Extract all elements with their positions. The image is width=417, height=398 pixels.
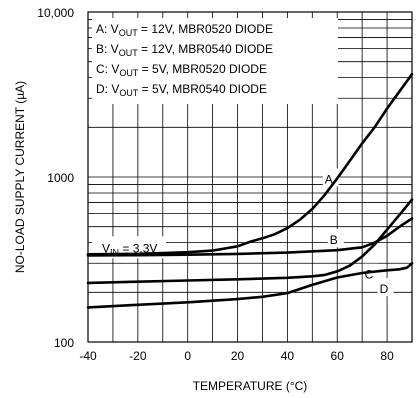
legend-entry-b: B: VOUT = 12V, MBR0540 DIODE	[96, 42, 273, 58]
curve-b	[86, 217, 414, 257]
x-tick-labels: -40 -20 0 20 40 60 80	[79, 349, 394, 363]
y-tick-label: 1000	[47, 171, 74, 185]
x-tick-label: 20	[231, 349, 245, 363]
curve-d	[86, 262, 414, 309]
curve-label-d: D	[380, 282, 389, 296]
x-tick-label: 60	[331, 349, 345, 363]
x-tick-label: 80	[380, 349, 394, 363]
plot-frame	[87, 11, 413, 343]
y-tick-label: 100	[54, 336, 74, 350]
legend: A: VOUT = 12V, MBR0520 DIODE B: VOUT = 12…	[92, 18, 338, 104]
curves	[86, 72, 414, 309]
x-tick-label: -40	[79, 349, 97, 363]
x-axis-title: TEMPERATURE (°C)	[193, 379, 308, 393]
curve-label-b: B	[330, 233, 338, 247]
legend-entry-a: A: VOUT = 12V, MBR0520 DIODE	[96, 22, 273, 38]
y-tick-label: 10,000	[37, 6, 74, 20]
annotation-vin-text: VIN = 3.3V	[102, 241, 157, 257]
x-tick-label: 40	[281, 349, 295, 363]
curve-label-a: A	[325, 172, 333, 186]
curve-label-background-b	[327, 229, 344, 248]
curve-label-background-d	[377, 278, 394, 297]
x-tick-label: -20	[129, 349, 147, 363]
legend-entry-c: C: VOUT = 5V, MBR0520 DIODE	[96, 62, 267, 78]
x-tick-label: 0	[184, 349, 191, 363]
curve-a	[86, 72, 414, 256]
y-axis-title: NO-LOAD SUPPLY CURRENT (µA)	[13, 81, 27, 273]
y-tick-labels: 100 1000 10,000	[37, 6, 74, 350]
legend-entry-d: D: VOUT = 5V, MBR0540 DIODE	[96, 82, 267, 98]
curve-label-c: C	[365, 268, 374, 282]
legend-background	[92, 18, 338, 104]
curve-c	[86, 198, 414, 285]
curve-labels: A B CD	[325, 172, 389, 296]
